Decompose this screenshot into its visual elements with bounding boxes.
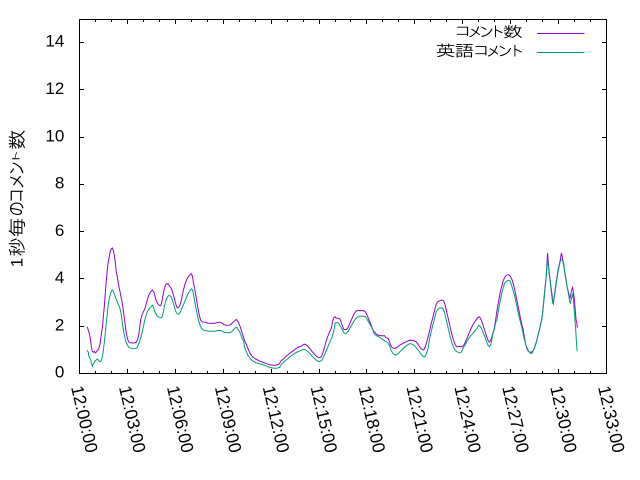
svg-text:2: 2 <box>55 315 64 334</box>
svg-text:1: 1 <box>7 258 26 267</box>
svg-text:6: 6 <box>55 221 64 240</box>
svg-text:10: 10 <box>45 126 64 145</box>
svg-text:8: 8 <box>55 174 64 193</box>
svg-text:14: 14 <box>45 32 64 51</box>
svg-text:0: 0 <box>55 363 64 382</box>
svg-text:4: 4 <box>55 268 64 287</box>
svg-text:12: 12 <box>45 79 64 98</box>
